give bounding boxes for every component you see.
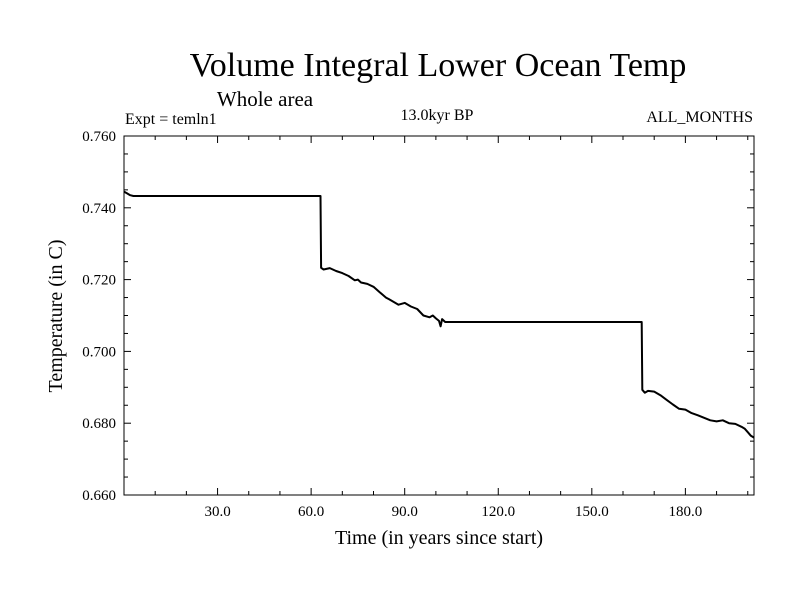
x-tick-label: 180.0 [669,504,703,520]
y-tick-label: 0.700 [82,344,116,360]
series-layer [123,190,755,439]
y-tick-label: 0.680 [82,416,116,432]
plot-frame [123,135,755,496]
y-axis: 0.660 0.680 0.700 0.720 0.740 0.760 [82,129,754,504]
chart-title: Volume Integral Lower Ocean Temp [190,47,687,84]
period-label: 13.0kyr BP [401,107,474,124]
y-tick-label: 0.660 [82,488,116,504]
months-label: ALL_MONTHS [646,109,753,126]
y-tick-label: 0.740 [82,201,116,217]
y-tick-label: 0.760 [82,129,116,145]
x-tick-label: 30.0 [204,504,230,520]
x-axis-label: Time (in years since start) [335,527,543,549]
y-tick-label: 0.720 [82,273,116,289]
x-axis: 30.0 60.0 90.0 120.0 150.0 180.0 [154,136,749,520]
series-line [123,190,755,439]
x-tick-label: 90.0 [392,504,418,520]
y-axis-label: Temperature (in C) [45,240,67,393]
x-tick-label: 150.0 [575,504,609,520]
chart-subtitle: Whole area [217,87,314,111]
x-tick-label: 120.0 [481,504,515,520]
expt-label: Expt = temln1 [125,111,217,128]
x-tick-label: 60.0 [298,504,324,520]
